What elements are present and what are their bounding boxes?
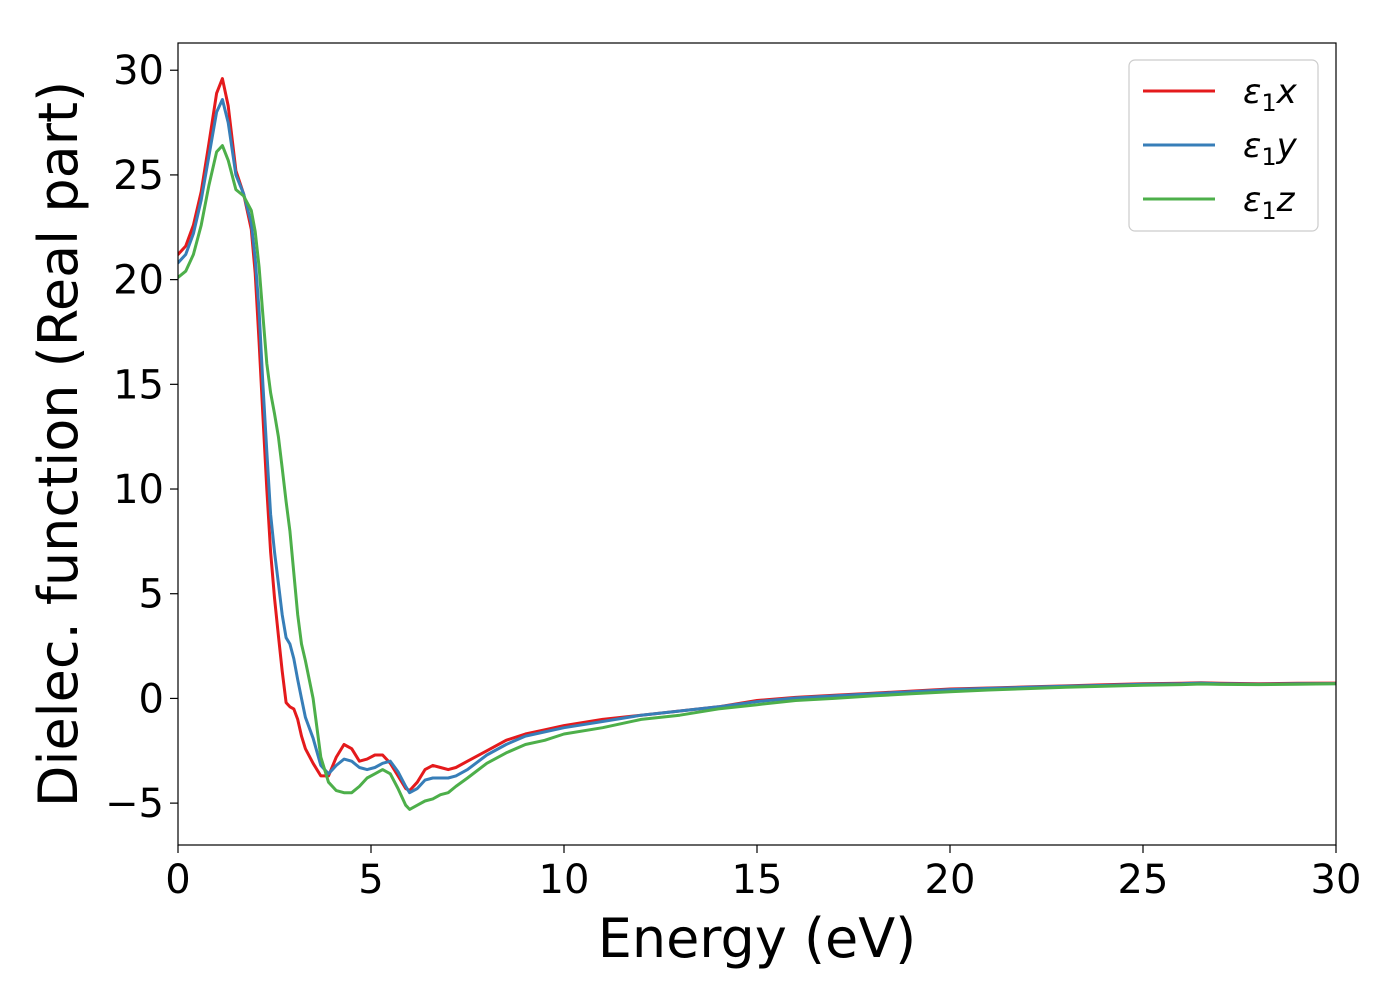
y-axis-ticks: −5 0 5 10 15 20 25 30 <box>105 48 178 827</box>
y-tick-label: 0 <box>139 676 164 722</box>
legend-label-1: ε1x <box>1243 72 1298 117</box>
y-tick-label: 10 <box>113 467 164 513</box>
legend-box <box>1128 59 1319 232</box>
legend-label-2: ε1y <box>1243 126 1298 171</box>
x-axis-ticks: 0 5 10 15 20 25 30 <box>165 845 1361 903</box>
legend: ε1x ε1y ε1z <box>1128 59 1319 232</box>
x-tick-label: 25 <box>1118 857 1169 903</box>
series-line-3 <box>178 144 1336 811</box>
y-tick-label: 25 <box>113 153 164 199</box>
series-layer <box>178 77 1336 811</box>
y-tick-label: 20 <box>113 258 164 304</box>
x-axis-label: Energy (eV) <box>598 907 917 970</box>
y-tick-label: 15 <box>113 362 164 408</box>
legend-label-3: ε1z <box>1243 180 1296 225</box>
y-tick-label: −5 <box>105 781 164 827</box>
x-tick-label: 10 <box>539 857 590 903</box>
x-tick-label: 5 <box>358 857 383 903</box>
x-tick-label: 30 <box>1311 857 1362 903</box>
y-tick-label: 30 <box>113 48 164 94</box>
x-tick-label: 0 <box>165 857 190 903</box>
y-axis-label: Dielec. function (Real part) <box>27 81 90 807</box>
x-tick-label: 20 <box>925 857 976 903</box>
series-line-2 <box>178 98 1336 795</box>
x-tick-label: 15 <box>732 857 783 903</box>
y-tick-label: 5 <box>139 572 164 618</box>
